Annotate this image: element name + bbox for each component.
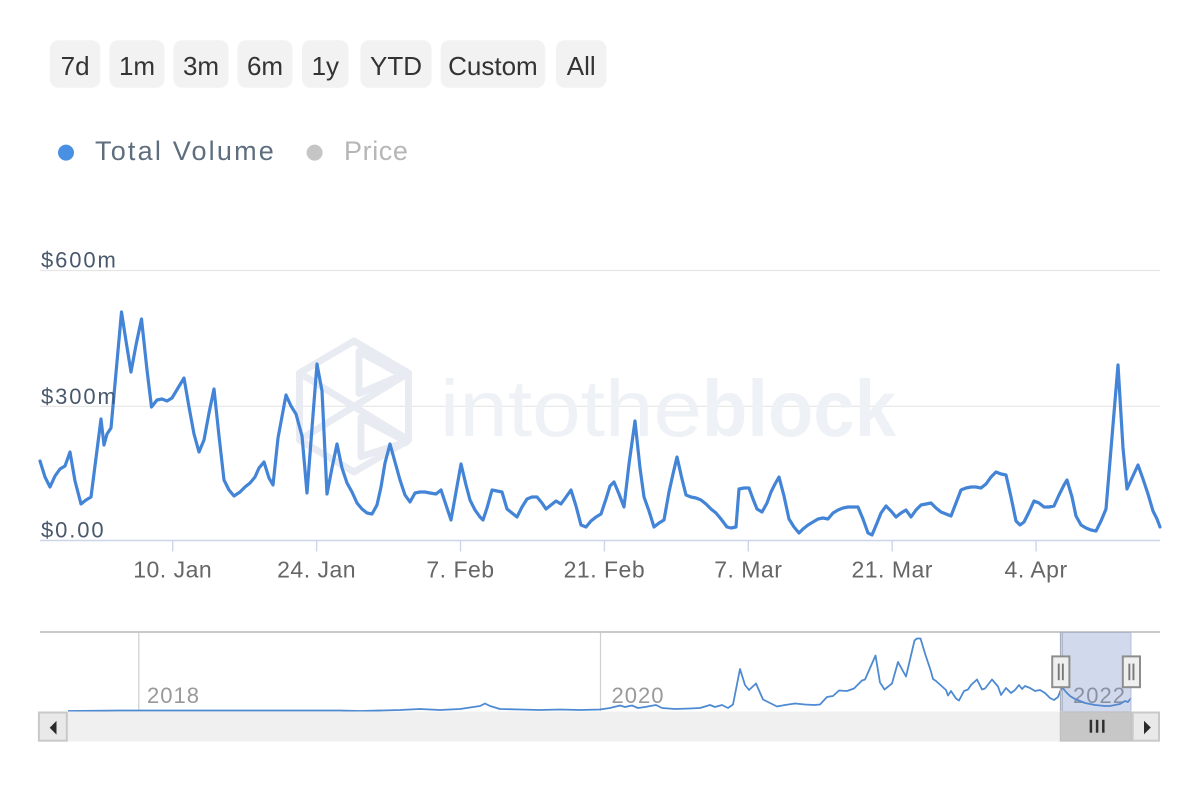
svg-text:All: All <box>567 51 596 81</box>
svg-text:$0.00: $0.00 <box>41 518 106 543</box>
svg-text:7. Mar: 7. Mar <box>714 557 782 583</box>
svg-text:$300m: $300m <box>41 384 118 409</box>
svg-text:Price: Price <box>344 136 409 166</box>
svg-text:YTD: YTD <box>370 51 422 81</box>
svg-text:7. Feb: 7. Feb <box>426 557 494 583</box>
svg-text:4. Apr: 4. Apr <box>1005 557 1068 583</box>
svg-text:block: block <box>702 364 896 453</box>
svg-text:21. Mar: 21. Mar <box>851 557 932 583</box>
svg-text:1y: 1y <box>312 51 339 81</box>
svg-text:21. Feb: 21. Feb <box>564 557 646 583</box>
svg-text:10. Jan: 10. Jan <box>133 557 212 583</box>
svg-text:6m: 6m <box>247 51 283 81</box>
svg-text:3m: 3m <box>183 51 219 81</box>
svg-text:Total Volume: Total Volume <box>95 136 276 166</box>
svg-text:2018: 2018 <box>147 683 200 708</box>
svg-text:2020: 2020 <box>612 683 665 708</box>
svg-text:24. Jan: 24. Jan <box>277 557 356 583</box>
svg-text:intothe: intothe <box>440 364 702 453</box>
svg-text:7d: 7d <box>61 51 90 81</box>
svg-text:Custom: Custom <box>448 51 538 81</box>
svg-text:1m: 1m <box>119 51 155 81</box>
svg-text:$600m: $600m <box>41 248 118 273</box>
